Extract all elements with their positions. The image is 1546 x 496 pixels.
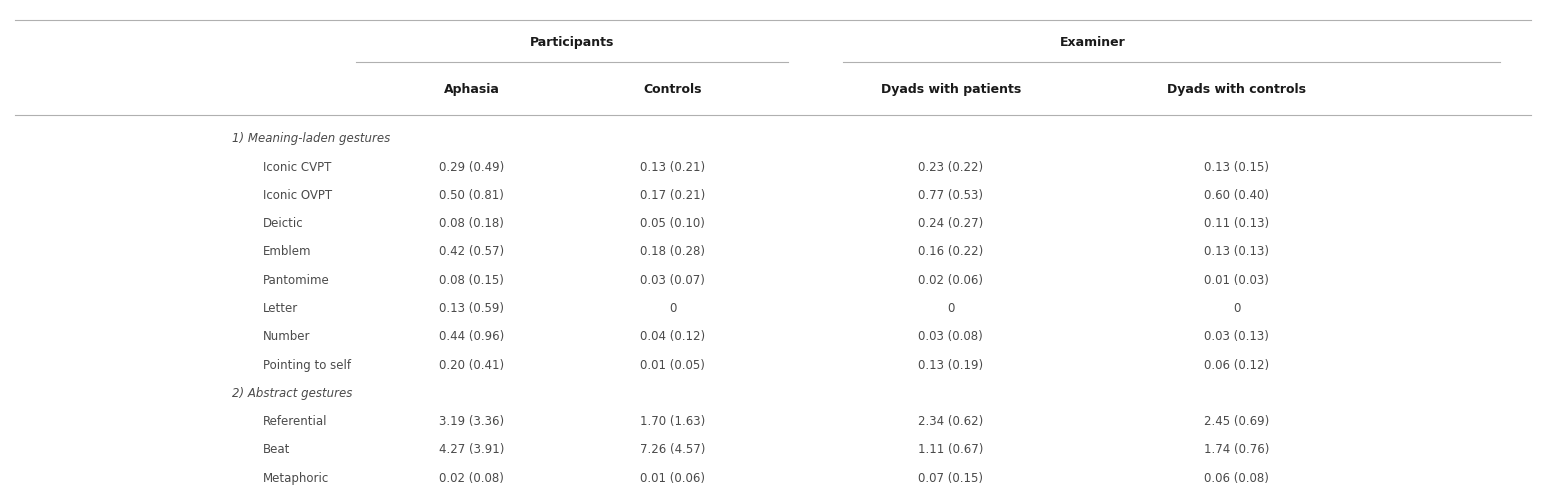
Text: Emblem: Emblem [263,246,311,258]
Text: 2.34 (0.62): 2.34 (0.62) [918,415,983,428]
Text: 0.08 (0.18): 0.08 (0.18) [439,217,504,230]
Text: 1) Meaning-laden gestures: 1) Meaning-laden gestures [232,132,390,145]
Text: 0.03 (0.07): 0.03 (0.07) [640,274,705,287]
Text: Letter: Letter [263,302,298,315]
Text: Beat: Beat [263,443,291,456]
Text: 0.77 (0.53): 0.77 (0.53) [918,189,983,202]
Text: 0.01 (0.06): 0.01 (0.06) [640,472,705,485]
Text: 0.08 (0.15): 0.08 (0.15) [439,274,504,287]
Text: Referential: Referential [263,415,328,428]
Text: 0.50 (0.81): 0.50 (0.81) [439,189,504,202]
Text: 0.13 (0.13): 0.13 (0.13) [1204,246,1269,258]
Text: 0.13 (0.59): 0.13 (0.59) [439,302,504,315]
Text: Metaphoric: Metaphoric [263,472,329,485]
Text: Participants: Participants [530,36,614,49]
Text: 0.60 (0.40): 0.60 (0.40) [1204,189,1269,202]
Text: 0.04 (0.12): 0.04 (0.12) [640,330,705,343]
Text: Examiner: Examiner [1061,36,1125,49]
Text: 0.01 (0.05): 0.01 (0.05) [640,359,705,372]
Text: Pointing to self: Pointing to self [263,359,351,372]
Text: 0: 0 [669,302,676,315]
Text: 0.23 (0.22): 0.23 (0.22) [918,161,983,174]
Text: 0.44 (0.96): 0.44 (0.96) [439,330,504,343]
Text: 0.05 (0.10): 0.05 (0.10) [640,217,705,230]
Text: 0.06 (0.08): 0.06 (0.08) [1204,472,1269,485]
Text: 7.26 (4.57): 7.26 (4.57) [640,443,705,456]
Text: 0.03 (0.08): 0.03 (0.08) [918,330,983,343]
Text: 0.11 (0.13): 0.11 (0.13) [1204,217,1269,230]
Text: 0: 0 [1234,302,1240,315]
Text: 3.19 (3.36): 3.19 (3.36) [439,415,504,428]
Text: Dyads with controls: Dyads with controls [1167,83,1306,96]
Text: 0.13 (0.15): 0.13 (0.15) [1204,161,1269,174]
Text: 0.20 (0.41): 0.20 (0.41) [439,359,504,372]
Text: 2) Abstract gestures: 2) Abstract gestures [232,387,352,400]
Text: 0.02 (0.08): 0.02 (0.08) [439,472,504,485]
Text: 0.01 (0.03): 0.01 (0.03) [1204,274,1269,287]
Text: Pantomime: Pantomime [263,274,329,287]
Text: 0.07 (0.15): 0.07 (0.15) [918,472,983,485]
Text: Number: Number [263,330,311,343]
Text: 0: 0 [948,302,954,315]
Text: 0.42 (0.57): 0.42 (0.57) [439,246,504,258]
Text: 1.74 (0.76): 1.74 (0.76) [1204,443,1269,456]
Text: 0.06 (0.12): 0.06 (0.12) [1204,359,1269,372]
Text: 0.16 (0.22): 0.16 (0.22) [918,246,983,258]
Text: 4.27 (3.91): 4.27 (3.91) [439,443,504,456]
Text: 0.13 (0.21): 0.13 (0.21) [640,161,705,174]
Text: 2.45 (0.69): 2.45 (0.69) [1204,415,1269,428]
Text: Iconic CVPT: Iconic CVPT [263,161,331,174]
Text: Aphasia: Aphasia [444,83,499,96]
Text: Controls: Controls [643,83,702,96]
Text: 1.11 (0.67): 1.11 (0.67) [918,443,983,456]
Text: 0.03 (0.13): 0.03 (0.13) [1204,330,1269,343]
Text: Deictic: Deictic [263,217,303,230]
Text: 0.17 (0.21): 0.17 (0.21) [640,189,705,202]
Text: 0.02 (0.06): 0.02 (0.06) [918,274,983,287]
Text: Iconic OVPT: Iconic OVPT [263,189,332,202]
Text: 0.29 (0.49): 0.29 (0.49) [439,161,504,174]
Text: 0.18 (0.28): 0.18 (0.28) [640,246,705,258]
Text: 0.13 (0.19): 0.13 (0.19) [918,359,983,372]
Text: Dyads with patients: Dyads with patients [881,83,1020,96]
Text: 1.70 (1.63): 1.70 (1.63) [640,415,705,428]
Text: 0.24 (0.27): 0.24 (0.27) [918,217,983,230]
